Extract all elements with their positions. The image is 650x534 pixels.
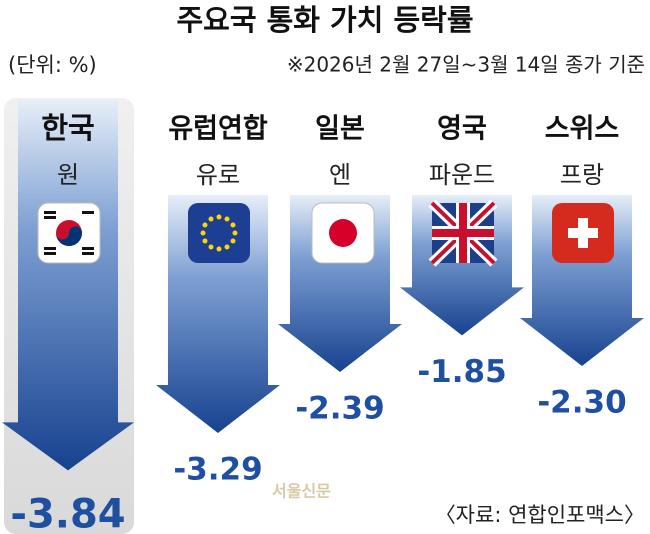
category-label: 한국 bbox=[41, 111, 94, 145]
value-label: -2.30 bbox=[537, 384, 626, 420]
chart-title: 주요국 통화 가치 등락률 bbox=[176, 3, 473, 37]
currency-label: 파운드 bbox=[429, 161, 495, 189]
value-label: -2.39 bbox=[295, 391, 384, 427]
currency-label: 엔 bbox=[329, 161, 351, 189]
flags bbox=[37, 199, 614, 267]
flag-eu bbox=[188, 203, 250, 263]
period-note: ※2026년 2월 27일~3월 14일 종가 기준 bbox=[287, 53, 645, 77]
category-label: 일본 bbox=[315, 114, 365, 145]
currency-label: 원 bbox=[57, 161, 79, 189]
flag-korea bbox=[37, 202, 101, 264]
value-label: -3.29 bbox=[173, 452, 262, 488]
value-label: -3.84 bbox=[10, 491, 125, 534]
flag-swiss bbox=[552, 203, 614, 263]
currency-label: 유로 bbox=[196, 161, 240, 189]
category-label: 유럽연합 bbox=[168, 114, 268, 145]
arrows bbox=[2, 100, 644, 471]
unit-note: (단위: %) bbox=[8, 53, 97, 77]
source: 〈자료: 연합인포맥스〉 bbox=[435, 503, 645, 527]
arrow-bar bbox=[2, 100, 134, 471]
category-label: 영국 bbox=[437, 114, 487, 145]
flag-japan bbox=[311, 202, 375, 264]
currency-label: 프랑 bbox=[560, 161, 604, 189]
value-label: -1.85 bbox=[417, 354, 506, 390]
category-label: 스위스 bbox=[545, 114, 620, 145]
flag-uk bbox=[428, 199, 498, 267]
watermark: 서울신문 bbox=[272, 482, 331, 501]
